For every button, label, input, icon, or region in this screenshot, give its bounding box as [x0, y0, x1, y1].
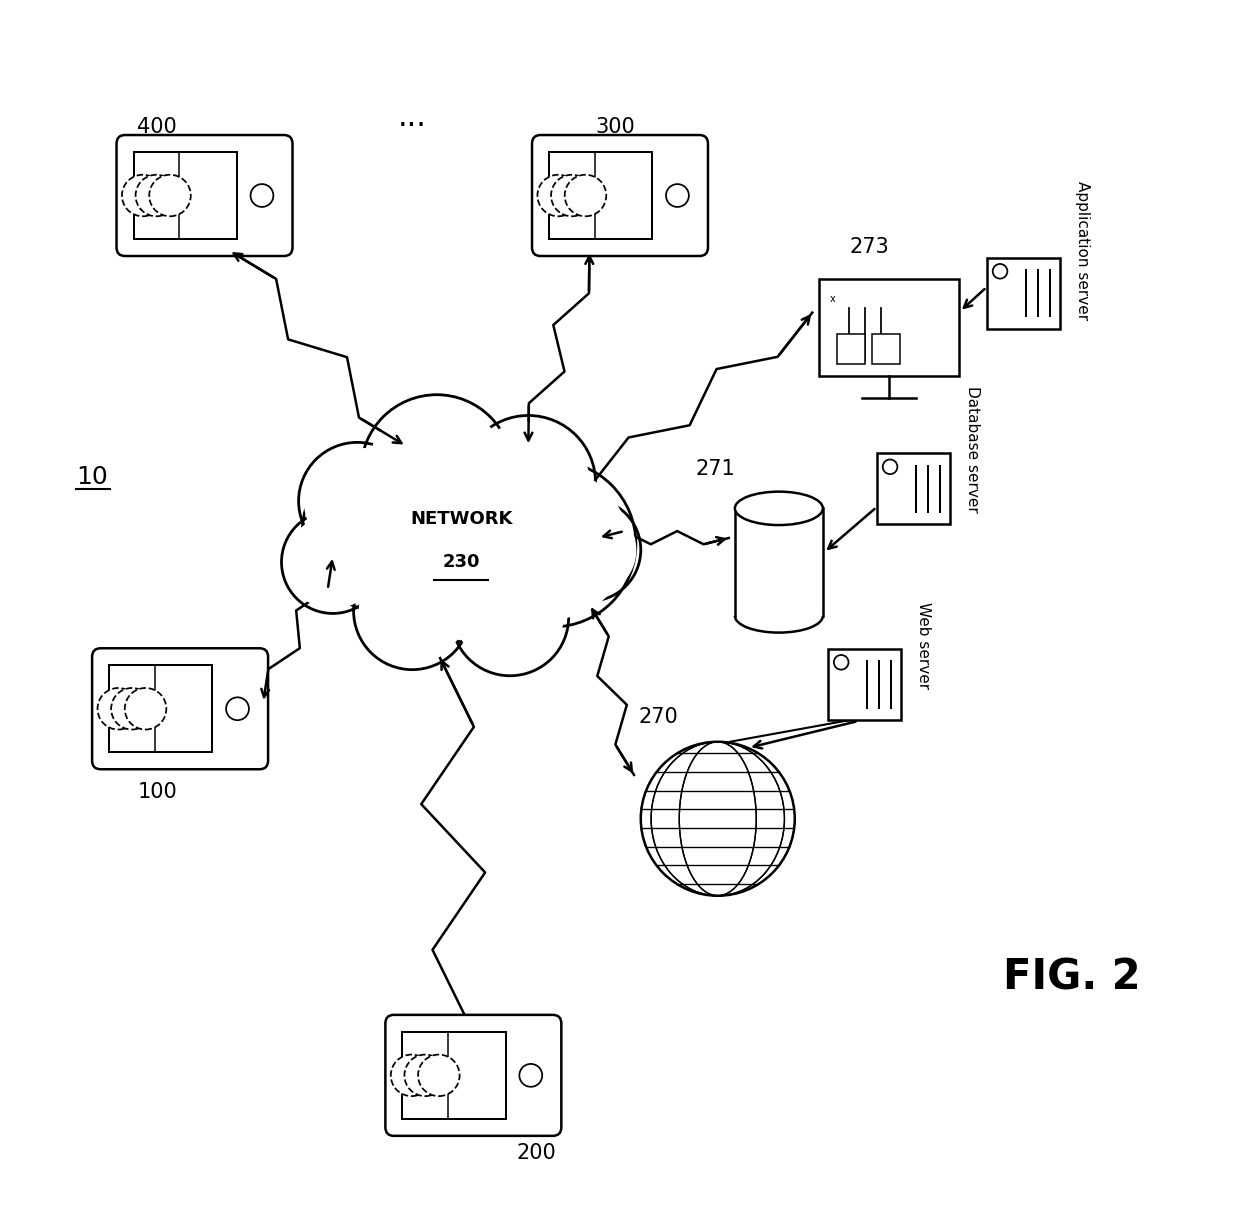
- Circle shape: [666, 185, 689, 207]
- Circle shape: [641, 742, 795, 896]
- Circle shape: [250, 185, 273, 207]
- Text: FIG. 2: FIG. 2: [1003, 957, 1141, 998]
- Ellipse shape: [735, 491, 823, 525]
- Text: Web server: Web server: [915, 601, 931, 689]
- Circle shape: [538, 499, 641, 601]
- Text: 10: 10: [76, 464, 108, 489]
- Text: 200: 200: [516, 1143, 556, 1162]
- Circle shape: [299, 442, 415, 560]
- Circle shape: [360, 558, 465, 664]
- Text: Application server: Application server: [1075, 181, 1090, 320]
- Circle shape: [305, 448, 410, 554]
- Circle shape: [461, 415, 595, 550]
- Circle shape: [537, 175, 579, 216]
- Circle shape: [520, 1064, 542, 1086]
- Circle shape: [543, 503, 636, 596]
- Circle shape: [361, 395, 512, 546]
- FancyBboxPatch shape: [117, 134, 293, 257]
- Circle shape: [122, 175, 164, 216]
- Text: 270: 270: [639, 708, 678, 727]
- Bar: [735, 508, 823, 616]
- Circle shape: [451, 558, 569, 676]
- FancyBboxPatch shape: [92, 648, 268, 770]
- Circle shape: [993, 264, 1007, 279]
- Circle shape: [458, 565, 563, 670]
- Circle shape: [564, 175, 606, 216]
- FancyBboxPatch shape: [532, 134, 708, 257]
- Bar: [549, 153, 652, 238]
- Circle shape: [286, 516, 379, 609]
- Circle shape: [833, 655, 848, 670]
- Circle shape: [112, 688, 153, 730]
- Bar: [818, 279, 959, 376]
- Text: x: x: [830, 293, 836, 304]
- Circle shape: [149, 175, 191, 216]
- Bar: [828, 649, 901, 720]
- Circle shape: [470, 461, 636, 627]
- Circle shape: [477, 469, 627, 618]
- FancyBboxPatch shape: [386, 1014, 562, 1136]
- Circle shape: [391, 1055, 433, 1096]
- Circle shape: [467, 422, 589, 543]
- Text: 230: 230: [443, 554, 480, 571]
- Circle shape: [135, 175, 177, 216]
- Text: 100: 100: [138, 782, 177, 802]
- Bar: [109, 665, 212, 752]
- Circle shape: [357, 434, 565, 642]
- Text: Database server: Database server: [965, 386, 980, 513]
- Circle shape: [125, 688, 166, 730]
- Circle shape: [551, 175, 593, 216]
- Text: 273: 273: [849, 237, 889, 257]
- Circle shape: [303, 452, 461, 611]
- Circle shape: [404, 1055, 446, 1096]
- Text: 271: 271: [696, 459, 735, 479]
- Text: 400: 400: [138, 117, 177, 137]
- Bar: [837, 334, 866, 364]
- Circle shape: [418, 1055, 460, 1096]
- Text: 300: 300: [595, 117, 635, 137]
- Circle shape: [98, 688, 139, 730]
- Bar: [403, 1031, 506, 1119]
- Bar: [872, 334, 900, 364]
- Bar: [134, 153, 237, 238]
- Bar: [877, 453, 950, 524]
- Circle shape: [883, 459, 898, 474]
- Circle shape: [281, 511, 384, 613]
- Bar: [987, 258, 1060, 329]
- Ellipse shape: [735, 599, 823, 633]
- Circle shape: [310, 459, 453, 602]
- Circle shape: [367, 444, 554, 631]
- Circle shape: [226, 698, 249, 720]
- Circle shape: [368, 402, 505, 539]
- Text: ...: ...: [398, 103, 427, 132]
- Text: NETWORK: NETWORK: [410, 511, 512, 528]
- Circle shape: [353, 552, 471, 670]
